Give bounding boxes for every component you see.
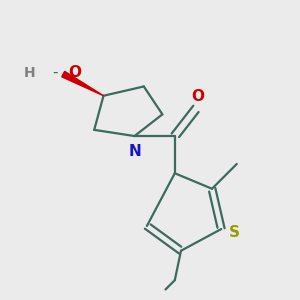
Text: O: O	[191, 88, 205, 104]
Polygon shape	[62, 71, 104, 96]
Text: N: N	[128, 144, 141, 159]
Text: H: H	[24, 65, 35, 80]
Text: -: -	[53, 65, 58, 80]
Text: S: S	[229, 225, 240, 240]
Text: O: O	[68, 65, 81, 80]
